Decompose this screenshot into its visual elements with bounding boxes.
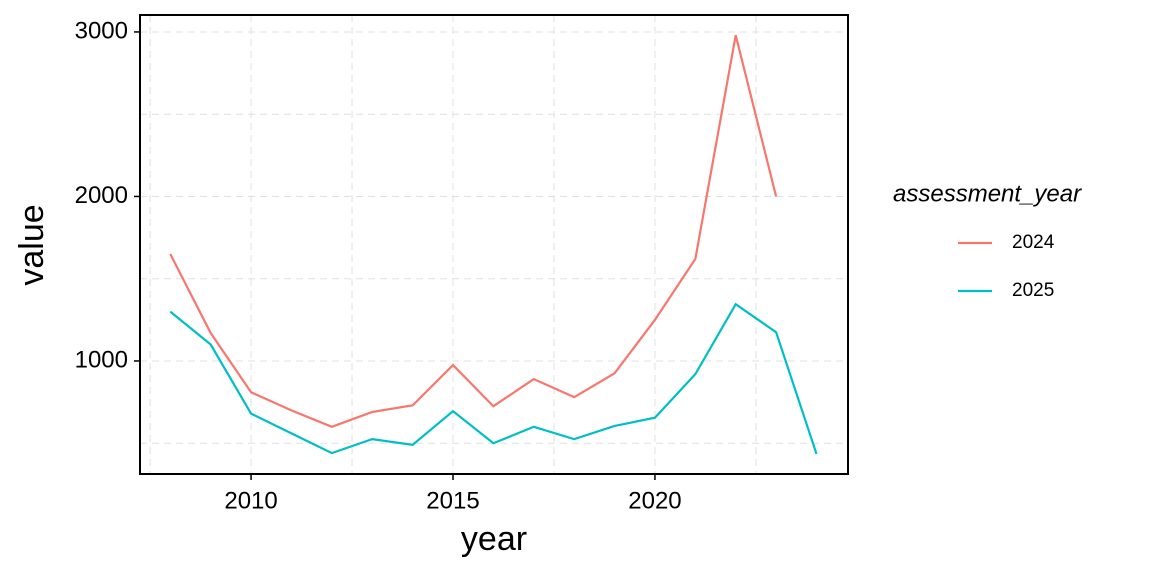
- legend-label: 2025: [1012, 280, 1054, 301]
- x-tick-label: 2015: [426, 487, 479, 514]
- x-tick-label: 2010: [224, 487, 277, 514]
- legend-label: 2024: [1012, 232, 1055, 253]
- x-axis-title: year: [461, 520, 527, 558]
- legend-title: assessment_year: [893, 180, 1082, 207]
- line: [169, 34, 778, 428]
- y-axis-title: value: [13, 204, 51, 285]
- x-tick-label: 2020: [628, 487, 681, 514]
- y-tick-label: 3000: [75, 17, 128, 44]
- y-tick-label: 2000: [75, 182, 128, 209]
- line: [169, 302, 818, 455]
- y-tick-label: 1000: [75, 346, 128, 373]
- plot-border: [139, 14, 849, 475]
